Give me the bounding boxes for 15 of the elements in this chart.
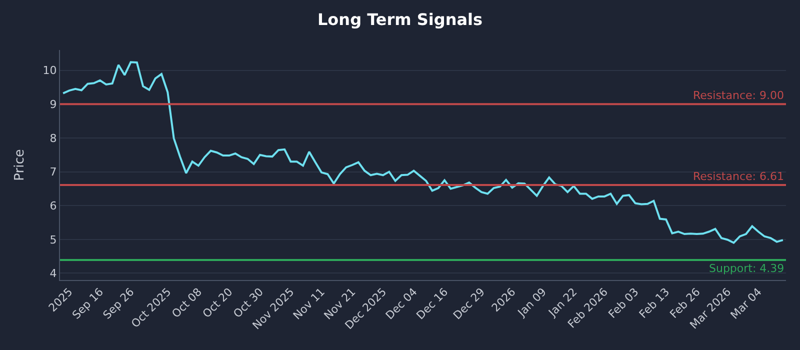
ref-line-label: Resistance: 6.61 — [693, 170, 784, 183]
y-tick-label: 4 — [50, 267, 57, 280]
ref-line-label: Support: 4.39 — [709, 262, 784, 275]
y-tick-label: 9 — [50, 98, 57, 111]
x-tick-label: Jan 09 — [514, 286, 549, 320]
y-tick-label: 6 — [50, 199, 57, 212]
line-series — [62, 61, 784, 244]
y-axis-title: Price — [12, 149, 28, 181]
x-tick-label: Dec 29 — [450, 286, 488, 322]
y-tick-label: 7 — [50, 166, 57, 179]
y-tick-label: 5 — [50, 233, 57, 246]
y-tick-label: 10 — [42, 64, 57, 78]
y-tick-label: 8 — [50, 132, 57, 145]
ref-line-label: Resistance: 9.00 — [693, 89, 784, 102]
chart-title: Long Term Signals — [317, 10, 483, 30]
